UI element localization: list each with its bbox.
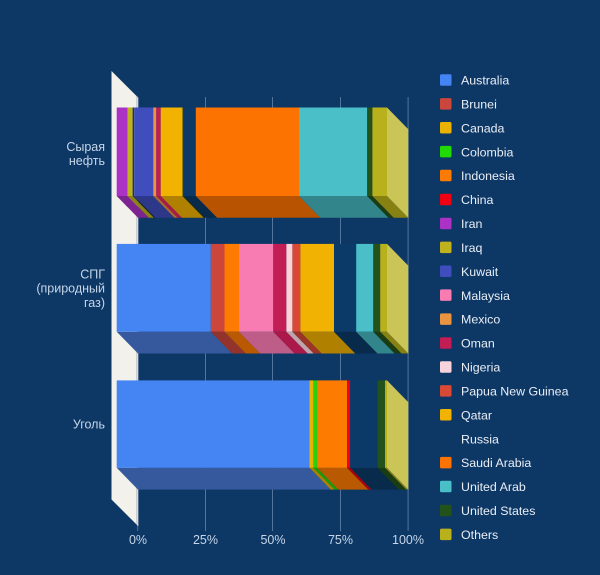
svg-text:Qatar: Qatar [461,408,492,422]
svg-text:нефть: нефть [69,154,105,168]
svg-text:Nigeria: Nigeria [461,361,500,375]
svg-text:СПГ: СПГ [80,267,105,281]
svg-text:Russia: Russia [461,432,499,446]
svg-text:Malaysia: Malaysia [461,289,510,303]
svg-text:Oman: Oman [461,337,495,351]
svg-text:China: China [461,193,493,207]
svg-text:50%: 50% [260,533,285,547]
svg-text:Сырая: Сырая [66,140,105,154]
svg-text:(природный: (природный [36,282,105,296]
svg-text:Kuwait: Kuwait [461,265,499,279]
svg-text:Saudi Arabia: Saudi Arabia [461,456,531,470]
svg-text:Indonesia: Indonesia [461,169,515,183]
svg-text:United Arab: United Arab [461,480,526,494]
svg-text:газ): газ) [84,296,105,310]
svg-text:Уголь: Уголь [73,417,105,431]
svg-text:100%: 100% [392,533,424,547]
svg-text:Australia: Australia [461,74,509,88]
svg-text:United States: United States [461,504,535,518]
svg-text:75%: 75% [328,533,353,547]
svg-text:Others: Others [461,528,498,542]
svg-text:Iraq: Iraq [461,241,482,255]
svg-text:Iran: Iran [461,217,482,231]
svg-text:25%: 25% [193,533,218,547]
svg-text:Mexico: Mexico [461,313,500,327]
svg-text:Papua New Guinea: Papua New Guinea [461,385,569,399]
svg-text:Brunei: Brunei [461,97,497,111]
svg-text:0%: 0% [129,533,147,547]
svg-text:Canada: Canada [461,121,505,135]
svg-text:Colombia: Colombia [461,145,513,159]
